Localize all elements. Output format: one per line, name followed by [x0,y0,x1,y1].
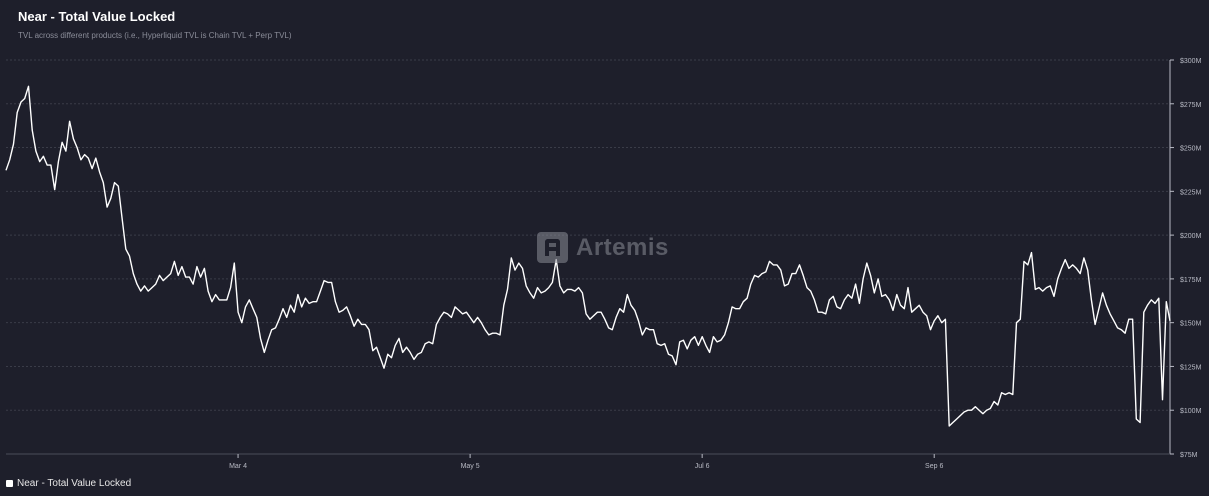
x-tick-label: May 5 [461,463,480,470]
y-tick-label: $225M [1180,189,1202,196]
y-tick-label: $125M [1180,364,1202,371]
legend[interactable]: Near - Total Value Locked [6,478,131,489]
legend-label: Near - Total Value Locked [17,478,132,489]
y-tick-label: $250M [1180,146,1202,153]
legend-swatch-icon [6,480,13,487]
y-tick-label: $175M [1180,277,1202,284]
x-tick-label: Sep 6 [925,463,943,470]
y-tick-label: $200M [1180,233,1202,240]
y-tick-label: $100M [1180,408,1202,415]
x-tick-label: Mar 4 [229,463,247,470]
y-tick-label: $275M [1180,102,1202,109]
y-tick-label: $75M [1180,452,1198,459]
chart-title: Near - Total Value Locked [18,9,176,24]
axes: $75M $100M $125M $150M $175M $200M $225M $250M $… [6,58,1202,470]
y-tick-label: $300M [1180,58,1202,65]
series-group [5,85,1171,427]
y-tick-label: $150M [1180,321,1202,328]
artemis-logo-icon [537,232,568,263]
artemis-watermark: Artemis [537,232,669,263]
chart-subtitle: TVL across different products (i.e., Hyp… [18,31,292,40]
series-line-near-tvl[interactable] [5,85,1171,427]
x-tick-label: Jul 6 [695,463,710,470]
watermark-text: Artemis [576,233,669,261]
